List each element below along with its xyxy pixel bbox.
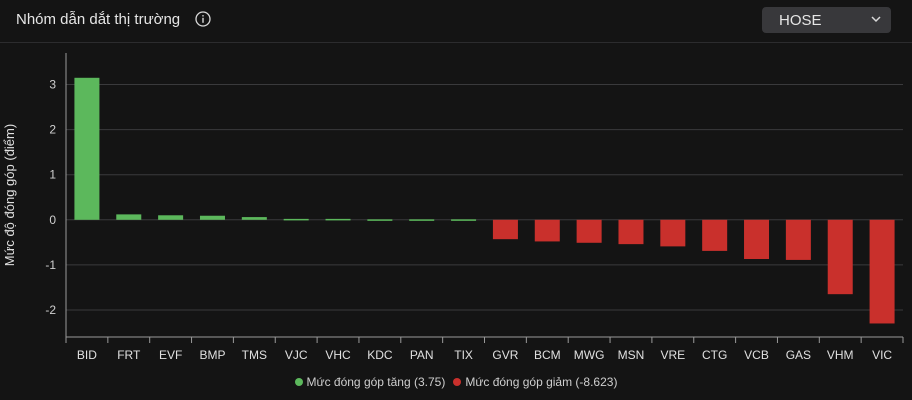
x-tick-label: VHC — [325, 348, 351, 362]
bar-pan — [409, 219, 435, 221]
bar-bid — [74, 77, 100, 220]
x-tick-label: VHM — [827, 348, 854, 362]
legend-dot-decrease — [453, 378, 462, 386]
chart-legend: Mức đóng góp tăng (3.75) Mức đóng góp gi… — [0, 372, 912, 392]
y-tick-label: 0 — [49, 213, 56, 227]
legend-item-increase[interactable]: Mức đóng góp tăng (3.75) — [294, 375, 446, 389]
x-tick-label: MWG — [574, 348, 605, 362]
widget-header: Nhóm dẫn dắt thị trường HOSE — [0, 0, 912, 43]
info-circle-icon[interactable] — [195, 11, 211, 27]
x-tick-label: BCM — [534, 348, 561, 362]
bar-tix — [451, 219, 477, 221]
contribution-bar-chart: 3 2 1 0 -1 -2 Mức độ đóng góp (điểm) BID FRT EVF B… — [2, 53, 904, 362]
bar-mwg — [576, 219, 602, 243]
x-tick-label: BID — [77, 348, 97, 362]
bar-bmp — [199, 215, 225, 220]
bar-vjc — [283, 218, 309, 221]
bar-frt — [116, 214, 142, 220]
x-tick-label: VIC — [872, 348, 892, 362]
bar-vhm — [827, 219, 853, 295]
x-tick-label: EVF — [159, 348, 182, 362]
x-tick-label: TIX — [454, 348, 473, 362]
bar-vhc — [325, 218, 351, 221]
bar-vic — [869, 219, 895, 324]
x-tick-label: GAS — [786, 348, 811, 362]
x-tick-label: FRT — [117, 348, 141, 362]
legend-label-decrease: Mức đóng góp giảm (-8.623) — [465, 375, 618, 389]
y-axis-title: Mức độ đóng góp (điểm) — [2, 124, 17, 266]
x-tick-label: GVR — [492, 348, 518, 362]
bar-gvr — [492, 219, 518, 240]
chevron-down-icon — [871, 16, 881, 23]
y-tick-label: 2 — [49, 123, 56, 137]
bar-kdc — [367, 219, 393, 221]
x-tick-label: MSN — [618, 348, 645, 362]
x-tick-label: VRE — [660, 348, 685, 362]
legend-item-decrease[interactable]: Mức đóng góp giảm (-8.623) — [453, 375, 617, 389]
bar-bcm — [534, 219, 560, 242]
x-tick-label: PAN — [410, 348, 434, 362]
exchange-select-value: HOSE — [779, 12, 822, 29]
x-tick-label: VCB — [744, 348, 769, 362]
bar-gas — [785, 219, 811, 260]
x-tick-label: VJC — [285, 348, 308, 362]
x-tick-label: CTG — [702, 348, 727, 362]
x-tick-label: BMP — [199, 348, 225, 362]
exchange-select[interactable]: HOSE — [762, 7, 891, 33]
y-tick-label: -1 — [45, 258, 56, 272]
y-tick-label: -2 — [45, 303, 56, 317]
legend-label-increase: Mức đóng góp tăng (3.75) — [306, 375, 446, 389]
y-tick-label: 1 — [49, 168, 56, 182]
bar-vre — [660, 219, 686, 247]
bar-evf — [158, 215, 184, 220]
bar-vcb — [744, 219, 770, 260]
x-tick-label: TMS — [242, 348, 267, 362]
bar-ctg — [702, 219, 728, 251]
widget-title: Nhóm dẫn dắt thị trường — [16, 11, 181, 28]
y-tick-label: 3 — [49, 78, 56, 92]
bar-msn — [618, 219, 644, 245]
bar-tms — [241, 217, 267, 220]
legend-dot-increase — [294, 378, 303, 386]
x-tick-label: KDC — [367, 348, 393, 362]
